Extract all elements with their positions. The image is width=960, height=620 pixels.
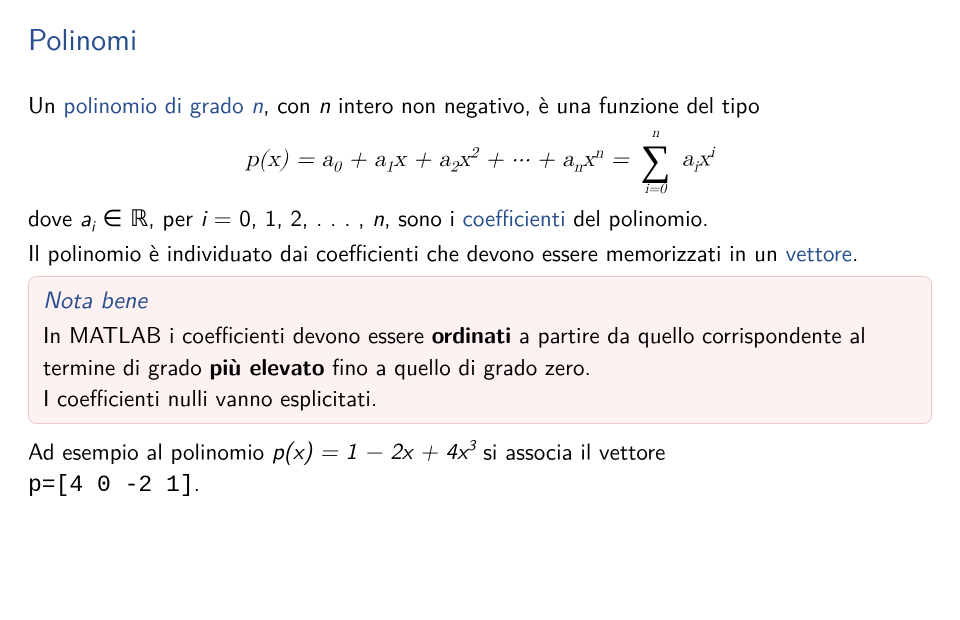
intro-term-var: n bbox=[251, 87, 263, 121]
block-l1d: più elevato bbox=[209, 349, 324, 382]
slide-title: Polinomi bbox=[28, 18, 932, 59]
example-line: Ad esempio al polinomio p(x) = 1 − 2x + … bbox=[28, 434, 932, 467]
formula-lhs: p(x) bbox=[246, 148, 289, 171]
intro-line: Un polinomio di grado n, con n intero no… bbox=[28, 89, 932, 120]
formula-eq: = bbox=[296, 148, 322, 171]
intro-part3: intero non negativo, è una funzione del … bbox=[330, 87, 759, 121]
formula-sum: n ∑ i=0 aixi bbox=[636, 126, 714, 196]
block-l1e: fino a quello di grado zero. bbox=[324, 349, 590, 383]
intro-var-n: n bbox=[318, 87, 330, 121]
block-l1a: In MATLAB i coefficienti devono essere bbox=[43, 317, 432, 351]
dove-term: coefficienti bbox=[463, 200, 566, 234]
sum-bot: i=0 bbox=[645, 182, 667, 196]
ex-a: Ad esempio al polinomio bbox=[28, 433, 272, 467]
formula-x: x bbox=[267, 148, 279, 171]
dove-prefix: dove bbox=[28, 200, 80, 234]
ilpoly-end: . bbox=[852, 235, 858, 269]
ilpoly-line: Il polinomio è individuato dai coefficie… bbox=[28, 237, 932, 268]
block-l1b: ordinati bbox=[432, 317, 511, 350]
sum-sigma: ∑ bbox=[640, 140, 670, 182]
block-title: Nota bene bbox=[43, 283, 917, 315]
example-vec-line: p=[4 0 -2 1]. bbox=[28, 467, 932, 501]
dove-in: ∈ bbox=[95, 200, 130, 234]
ex-eq: = 1 − 2 bbox=[312, 433, 401, 467]
intro-part1: Un bbox=[28, 87, 63, 121]
sum-body: aixi bbox=[674, 143, 714, 178]
intro-term: polinomio di grado n bbox=[63, 87, 263, 121]
example-dot: . bbox=[194, 465, 200, 499]
example-vec: p=[4 0 -2 1] bbox=[28, 472, 194, 498]
ilpoly-text: Il polinomio è individuato dai coefficie… bbox=[28, 235, 786, 269]
ex-p: p bbox=[272, 433, 284, 467]
block-line-2: I coefficienti nulli vanno esplicitati. bbox=[43, 382, 917, 413]
dove-R: ℝ bbox=[130, 206, 148, 231]
ex-b: si associa il vettore bbox=[475, 433, 665, 467]
nota-bene-block: Nota bene In MATLAB i coefficienti devon… bbox=[28, 276, 932, 424]
dove-rest: , sono i bbox=[384, 200, 463, 234]
dove-line: dove ai ∈ ℝ, per i = 0, 1, 2, . . . , n,… bbox=[28, 202, 932, 236]
dove-per: , per bbox=[148, 200, 200, 234]
formula-p: p bbox=[246, 148, 259, 171]
ex-plus: + 4 bbox=[412, 433, 457, 467]
block-line-1: In MATLAB i coefficienti devono essere o… bbox=[43, 318, 917, 382]
ex-x3: x bbox=[457, 433, 468, 467]
ex-x: x bbox=[293, 433, 304, 467]
sum-symbol: n ∑ i=0 bbox=[640, 126, 670, 196]
formula-eq2: = bbox=[611, 148, 637, 171]
dove-vals: = 0, 1, 2, . . . , bbox=[206, 200, 372, 234]
formula: p(x) = a0 + a1x + a2x2 + ⋯ + anxn = n ∑ … bbox=[28, 126, 932, 196]
dove-rest2: del polinomio. bbox=[566, 200, 709, 234]
intro-part2: , con bbox=[263, 87, 318, 121]
ex-poly: p(x) = 1 − 2x + 4x3 bbox=[272, 433, 476, 467]
formula-rhs: a0 + a1x + a2x2 + ⋯ + anxn bbox=[322, 148, 604, 171]
intro-term-text: polinomio di grado bbox=[63, 87, 251, 121]
ilpoly-term: vettore bbox=[786, 235, 852, 269]
dove-n: n bbox=[372, 200, 384, 234]
dove-ai: ai bbox=[80, 200, 95, 234]
ex-x2: x bbox=[402, 433, 413, 467]
